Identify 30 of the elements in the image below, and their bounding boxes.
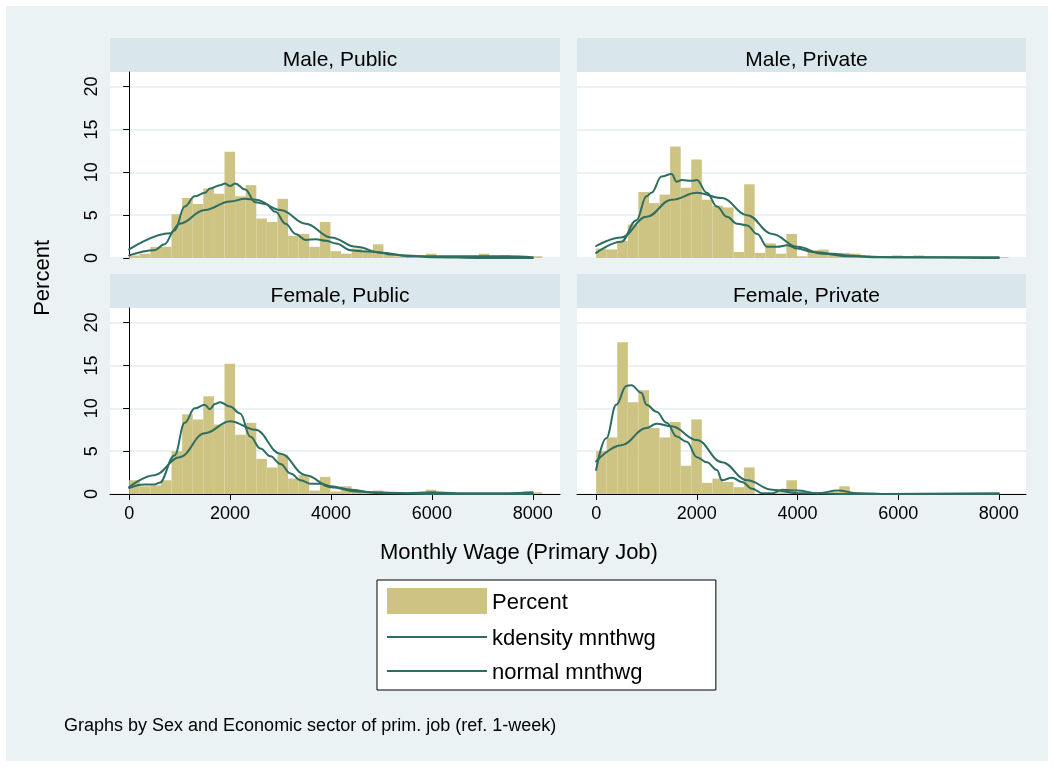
y-tick-label: 10 (81, 162, 101, 183)
x-tick-label: 4000 (777, 503, 818, 523)
chart-title: Female, Public (270, 283, 410, 306)
y-tick-label: 15 (81, 119, 101, 140)
y-tick-label: 20 (81, 76, 101, 97)
y-axis-title: Percent (28, 239, 54, 316)
x-tick-label: 8000 (512, 503, 553, 523)
legend-label: Percent (492, 588, 568, 614)
x-tick-label: 6000 (411, 503, 452, 523)
y-tick-label: 20 (81, 312, 101, 333)
y-tick-label: 0 (81, 488, 101, 500)
y-tick-label: 0 (81, 252, 101, 264)
y-tick-label: 15 (81, 355, 101, 376)
y-tick-label: 10 (81, 398, 101, 419)
chart-title: Male, Public (282, 47, 398, 70)
x-tick-label: 2000 (676, 503, 717, 523)
legend-label: normal mnthwg (492, 658, 643, 684)
text: Graphs by Sex and Economic sector of prim. job (ref. 1-week) (64, 715, 557, 735)
x-axis-title: Monthly Wage (Primary Job) (380, 538, 658, 564)
x-tick-label: 2000 (210, 503, 251, 523)
y-tick-label: 5 (81, 446, 101, 457)
legend-label: kdensity mnthwg (492, 624, 656, 650)
x-tick-label: 6000 (878, 503, 919, 523)
chart-title: Male, Private (745, 47, 868, 70)
x-tick-label: 8000 (978, 503, 1019, 523)
x-tick-label: 0 (591, 503, 602, 523)
x-tick-label: 4000 (310, 503, 351, 523)
x-tick-label: 0 (124, 503, 135, 523)
y-tick-label: 5 (81, 210, 101, 221)
chart-title: Female, Private (732, 283, 881, 306)
